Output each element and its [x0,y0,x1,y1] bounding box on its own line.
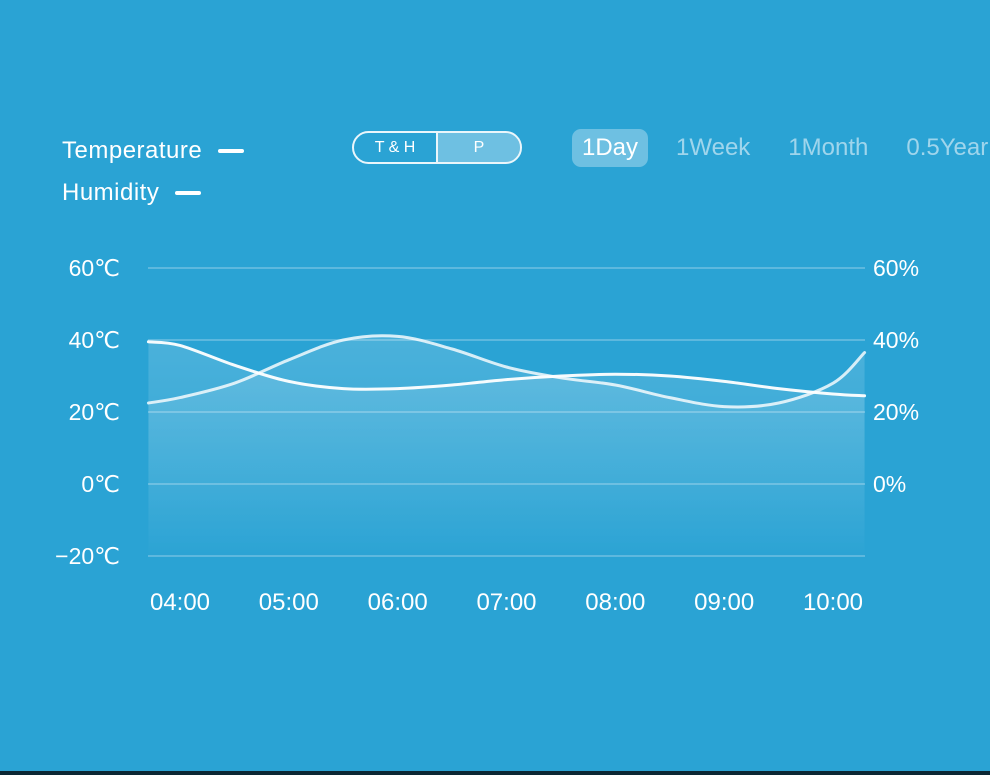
legend-line-swatch-temperature [218,149,245,153]
axis-tick-label: 60℃ [68,255,120,281]
legend-item-temperature: Temperature [62,130,245,172]
axis-tick-label: 40℃ [68,327,120,353]
toggle-temp-humidity-label: T & H [374,138,416,156]
axis-tick-label: 0℃ [81,471,120,497]
tab-1week[interactable]: 1Week [676,134,751,161]
axis-tick-label: 40% [873,327,920,353]
axis-tick-label: 04:00 [149,589,211,616]
axis-tick-label: 10:00 [802,589,864,616]
axis-tick-label: 06:00 [367,589,428,616]
toggle-pressure-segment[interactable]: P [438,133,520,162]
chart-legend: Temperature Humidity [62,130,245,214]
series-line-temperature [146,340,867,398]
legend-item-humidity: Humidity [62,172,244,214]
legend-label-humidity: Humidity [62,179,160,206]
axis-tick-label: −20℃ [55,543,120,569]
series-area-humidity [148,335,865,556]
axis-tick-label: 08:00 [585,589,646,616]
series-line-humidity [146,334,867,409]
axis-tick-label: 20% [873,399,920,425]
series-areas [148,335,865,556]
axis-tick-label: 05:00 [258,589,319,616]
series-lines [146,334,867,409]
axis-tick-label: 07:00 [476,589,537,616]
sensor-type-toggle: T & H P [352,131,522,164]
time-range-tabs: 1Day 1Week 1Month 0.5Year [572,129,990,167]
axis-tick-label: 60% [873,255,920,281]
axis-tick-label: 09:00 [694,589,755,616]
tab-1month[interactable]: 1Month [788,134,869,161]
legend-line-swatch-humidity [175,191,202,195]
tab-0.5year[interactable]: 0.5Year [906,134,989,161]
axis-tick-label: 20℃ [68,399,120,425]
toggle-pressure-label: P [473,138,485,156]
axis-tick-label: 0% [873,471,907,497]
tab-1day[interactable]: 1Day [572,129,649,167]
toggle-temp-humidity-segment[interactable]: T & H [354,133,438,162]
legend-label-temperature: Temperature [62,137,203,164]
bottom-bar [0,771,990,775]
